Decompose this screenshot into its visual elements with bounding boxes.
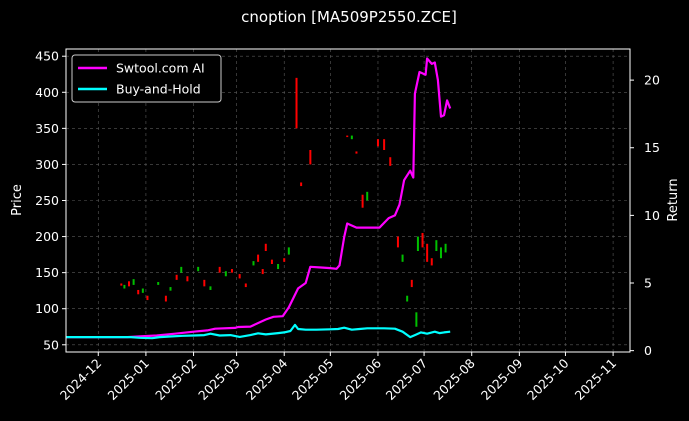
candle — [175, 274, 178, 280]
candlesticks — [120, 77, 447, 327]
candle — [389, 157, 392, 166]
candle — [230, 269, 233, 273]
y-tick-label-right: 15 — [644, 140, 660, 155]
candle — [128, 281, 131, 287]
y-axis-label-right: Return — [666, 178, 681, 221]
candle — [283, 258, 286, 262]
candle — [146, 295, 149, 301]
candle — [132, 279, 135, 285]
candle — [309, 150, 312, 165]
legend-box — [71, 54, 222, 103]
legend-label-buy-and-hold: Buy-and-Hold — [116, 82, 201, 97]
candle — [186, 276, 189, 282]
y-tick-label-left: 400 — [35, 85, 59, 100]
candle — [257, 254, 260, 262]
candle — [406, 295, 409, 302]
candle — [439, 247, 442, 259]
candle — [444, 243, 447, 253]
candle — [157, 282, 160, 285]
candle — [396, 236, 399, 248]
y-tick-label-right: 20 — [644, 73, 660, 88]
candle — [203, 279, 206, 287]
series-lines — [66, 57, 452, 340]
candle — [238, 274, 241, 279]
y-tick-label-left: 300 — [35, 157, 59, 172]
candle — [209, 286, 212, 290]
candle — [383, 139, 386, 150]
candle — [430, 258, 433, 266]
candle — [295, 77, 298, 129]
candle — [421, 232, 424, 248]
candle — [350, 135, 353, 140]
candle — [426, 243, 429, 262]
candle — [252, 261, 255, 266]
y-tick-label-left: 200 — [35, 229, 59, 244]
candle — [197, 266, 200, 272]
candle — [169, 287, 172, 291]
chart-title: cnoption [MA509P2550.ZCE] — [241, 8, 457, 26]
candle — [137, 289, 140, 295]
y-tick-label-right: 0 — [644, 343, 652, 358]
candle — [361, 194, 364, 208]
legend: Swtool.com AI Buy-and-Hold — [71, 54, 222, 103]
legend-label-ai: Swtool.com AI — [116, 61, 205, 76]
candle — [261, 269, 264, 275]
y-tick-label-left: 250 — [35, 193, 59, 208]
candle — [264, 243, 267, 251]
candle — [355, 151, 358, 154]
candle — [376, 139, 379, 147]
candle — [366, 191, 369, 201]
candle — [435, 240, 438, 251]
y-tick-label-left: 50 — [43, 337, 59, 352]
ai-return-line — [66, 57, 452, 339]
candle — [180, 266, 183, 273]
candle — [141, 288, 144, 293]
candle — [244, 283, 247, 288]
candle — [218, 266, 221, 273]
candle — [401, 254, 404, 262]
y-tick-label-left: 100 — [35, 301, 59, 316]
y-axis-label-left: Price — [10, 184, 25, 216]
candle — [346, 135, 349, 138]
candle — [300, 182, 303, 187]
y-tick-label-right: 5 — [644, 276, 652, 291]
buy-and-hold-line — [66, 323, 451, 340]
candle — [123, 284, 126, 289]
y-tick-label-right: 10 — [644, 208, 660, 223]
candle — [164, 295, 167, 302]
y-tick-label-left: 350 — [35, 121, 59, 136]
candle — [410, 279, 413, 288]
y-tick-label-left: 150 — [35, 265, 59, 280]
candle — [416, 236, 419, 251]
candle — [277, 263, 280, 270]
candle — [224, 271, 227, 277]
candle — [415, 312, 418, 327]
candle — [120, 283, 123, 286]
candle — [287, 247, 290, 255]
candle — [270, 259, 273, 264]
y-tick-label-left: 450 — [35, 49, 59, 64]
